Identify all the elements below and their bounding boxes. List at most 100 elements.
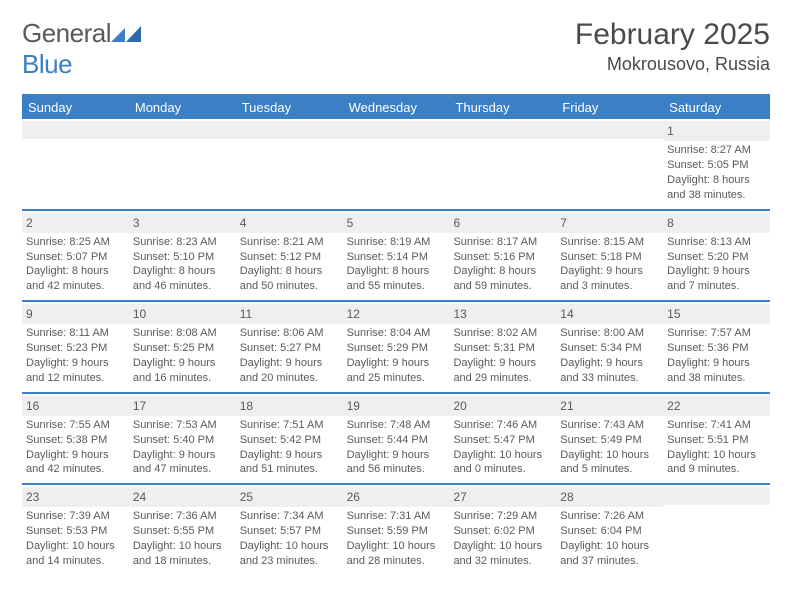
weeks-container: 1Sunrise: 8:27 AMSunset: 5:05 PMDaylight… — [22, 119, 770, 575]
sunset-text: Sunset: 5:57 PM — [240, 524, 339, 539]
sunrise-text: Sunrise: 7:53 AM — [133, 418, 232, 433]
title-block: February 2025 Mokrousovo, Russia — [575, 18, 770, 75]
daylight-text: Daylight: 10 hours and 5 minutes. — [560, 448, 659, 478]
logo-text: GeneralBlue — [22, 18, 141, 80]
sunset-text: Sunset: 5:59 PM — [347, 524, 446, 539]
day-number: 4 — [236, 213, 343, 233]
day-cell: 3Sunrise: 8:23 AMSunset: 5:10 PMDaylight… — [129, 211, 236, 301]
sunrise-text: Sunrise: 8:11 AM — [26, 326, 125, 341]
sunrise-text: Sunrise: 8:02 AM — [453, 326, 552, 341]
day-number: 26 — [343, 487, 450, 507]
day-number: 23 — [22, 487, 129, 507]
sunrise-text: Sunrise: 7:43 AM — [560, 418, 659, 433]
day-number: 21 — [556, 396, 663, 416]
sunset-text: Sunset: 5:49 PM — [560, 433, 659, 448]
day-cell: 26Sunrise: 7:31 AMSunset: 5:59 PMDayligh… — [343, 485, 450, 575]
sunset-text: Sunset: 5:23 PM — [26, 341, 125, 356]
day-number: 27 — [449, 487, 556, 507]
sunset-text: Sunset: 5:27 PM — [240, 341, 339, 356]
day-number: 7 — [556, 213, 663, 233]
daylight-text: Daylight: 10 hours and 9 minutes. — [667, 448, 766, 478]
sunset-text: Sunset: 5:42 PM — [240, 433, 339, 448]
daylight-text: Daylight: 9 hours and 29 minutes. — [453, 356, 552, 386]
day-number: 1 — [663, 121, 770, 141]
day-cell: 21 Sunrise: 7:43 AMSunset: 5:49 PMDayligh… — [556, 394, 663, 484]
empty-cell — [343, 119, 450, 209]
sunrise-text: Sunrise: 8:27 AM — [667, 143, 766, 158]
day-number — [236, 121, 343, 139]
day-number: 20 — [449, 396, 556, 416]
location: Mokrousovo, Russia — [575, 54, 770, 75]
day-number: 28 — [556, 487, 663, 507]
day-header: Saturday — [663, 96, 770, 119]
sunrise-text: Sunrise: 8:21 AM — [240, 235, 339, 250]
sunset-text: Sunset: 5:53 PM — [26, 524, 125, 539]
day-header: Tuesday — [236, 96, 343, 119]
day-number: 25 — [236, 487, 343, 507]
daylight-text: Daylight: 10 hours and 23 minutes. — [240, 539, 339, 569]
logo-text-general: General — [22, 18, 111, 48]
day-cell: 15Sunrise: 7:57 AMSunset: 5:36 PMDayligh… — [663, 302, 770, 392]
day-number: 22 — [663, 396, 770, 416]
sunset-text: Sunset: 5:20 PM — [667, 250, 766, 265]
sunset-text: Sunset: 5:18 PM — [560, 250, 659, 265]
sunset-text: Sunset: 5:40 PM — [133, 433, 232, 448]
sunrise-text: Sunrise: 8:19 AM — [347, 235, 446, 250]
calendar: SundayMondayTuesdayWednesdayThursdayFrid… — [22, 94, 770, 575]
day-header: Thursday — [449, 96, 556, 119]
sunset-text: Sunset: 5:31 PM — [453, 341, 552, 356]
empty-cell — [22, 119, 129, 209]
day-header: Friday — [556, 96, 663, 119]
day-number: 24 — [129, 487, 236, 507]
day-number: 14 — [556, 304, 663, 324]
day-cell: 10Sunrise: 8:08 AMSunset: 5:25 PMDayligh… — [129, 302, 236, 392]
sunset-text: Sunset: 5:14 PM — [347, 250, 446, 265]
day-number: 3 — [129, 213, 236, 233]
day-number: 13 — [449, 304, 556, 324]
week-row: 23Sunrise: 7:39 AMSunset: 5:53 PMDayligh… — [22, 483, 770, 575]
daylight-text: Daylight: 8 hours and 38 minutes. — [667, 173, 766, 203]
empty-cell — [129, 119, 236, 209]
sunset-text: Sunset: 5:12 PM — [240, 250, 339, 265]
day-number: 11 — [236, 304, 343, 324]
sunset-text: Sunset: 5:05 PM — [667, 158, 766, 173]
day-number — [449, 121, 556, 139]
day-cell: 4Sunrise: 8:21 AMSunset: 5:12 PMDaylight… — [236, 211, 343, 301]
daylight-text: Daylight: 9 hours and 25 minutes. — [347, 356, 446, 386]
day-number: 10 — [129, 304, 236, 324]
sunset-text: Sunset: 5:51 PM — [667, 433, 766, 448]
day-number: 2 — [22, 213, 129, 233]
day-number — [129, 121, 236, 139]
sunset-text: Sunset: 5:44 PM — [347, 433, 446, 448]
sunrise-text: Sunrise: 7:26 AM — [560, 509, 659, 524]
sunrise-text: Sunrise: 8:08 AM — [133, 326, 232, 341]
day-cell: 16Sunrise: 7:55 AMSunset: 5:38 PMDayligh… — [22, 394, 129, 484]
day-cell: 18Sunrise: 7:51 AMSunset: 5:42 PMDayligh… — [236, 394, 343, 484]
sunset-text: Sunset: 5:16 PM — [453, 250, 552, 265]
day-number — [556, 121, 663, 139]
day-cell: 11 Sunrise: 8:06 AMSunset: 5:27 PMDayligh… — [236, 302, 343, 392]
sunrise-text: Sunrise: 7:31 AM — [347, 509, 446, 524]
sunrise-text: Sunrise: 8:06 AM — [240, 326, 339, 341]
day-number — [343, 121, 450, 139]
sunrise-text: Sunrise: 7:46 AM — [453, 418, 552, 433]
sunrise-text: Sunrise: 8:17 AM — [453, 235, 552, 250]
daylight-text: Daylight: 9 hours and 56 minutes. — [347, 448, 446, 478]
day-cell: 9Sunrise: 8:11 AMSunset: 5:23 PMDaylight… — [22, 302, 129, 392]
sunrise-text: Sunrise: 7:48 AM — [347, 418, 446, 433]
daylight-text: Daylight: 9 hours and 3 minutes. — [560, 264, 659, 294]
daylight-text: Daylight: 9 hours and 20 minutes. — [240, 356, 339, 386]
sunrise-text: Sunrise: 8:25 AM — [26, 235, 125, 250]
empty-cell — [449, 119, 556, 209]
sunrise-text: Sunrise: 7:51 AM — [240, 418, 339, 433]
empty-cell — [236, 119, 343, 209]
day-number: 6 — [449, 213, 556, 233]
sunrise-text: Sunrise: 8:00 AM — [560, 326, 659, 341]
sunset-text: Sunset: 5:34 PM — [560, 341, 659, 356]
day-header: Sunday — [22, 96, 129, 119]
daylight-text: Daylight: 9 hours and 33 minutes. — [560, 356, 659, 386]
sunset-text: Sunset: 5:47 PM — [453, 433, 552, 448]
sunrise-text: Sunrise: 7:55 AM — [26, 418, 125, 433]
daylight-text: Daylight: 8 hours and 59 minutes. — [453, 264, 552, 294]
day-cell: 25Sunrise: 7:34 AMSunset: 5:57 PMDayligh… — [236, 485, 343, 575]
